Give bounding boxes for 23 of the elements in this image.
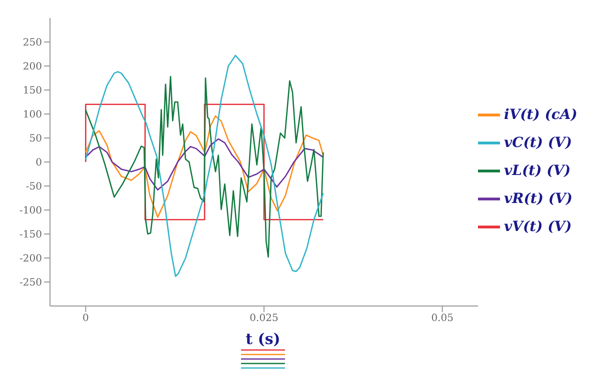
y-tick-label: -200 xyxy=(20,254,42,265)
line-series xyxy=(85,54,324,277)
x-axis-title: t (s) xyxy=(244,330,282,348)
legend-label: vR(t) (V) xyxy=(504,190,572,206)
y-tick-label: 200 xyxy=(22,62,42,73)
legend-label: vL(t) (V) xyxy=(504,162,571,178)
line-series xyxy=(85,138,324,190)
x-tick-label: 0 xyxy=(82,313,89,324)
y-tick-label: 150 xyxy=(22,86,42,97)
y-tick-label: -100 xyxy=(20,206,42,217)
x-tick-label: 0.05 xyxy=(431,313,454,324)
y-tick-label: -50 xyxy=(26,182,42,193)
legend-label: vV(t) (V) xyxy=(504,218,572,234)
y-tick-label: 250 xyxy=(22,38,42,49)
y-tick-label: 0 xyxy=(36,158,42,169)
y-tick-label: 50 xyxy=(29,134,42,145)
x-tick-label: 0.025 xyxy=(250,313,278,324)
line-series xyxy=(85,76,324,258)
y-tick-label: -150 xyxy=(20,230,42,241)
legend-label: iV(t) (cA) xyxy=(504,106,578,122)
y-tick-label: 100 xyxy=(22,110,42,121)
y-tick-label: -250 xyxy=(20,278,42,289)
legend-label: vC(t) (V) xyxy=(504,134,572,150)
